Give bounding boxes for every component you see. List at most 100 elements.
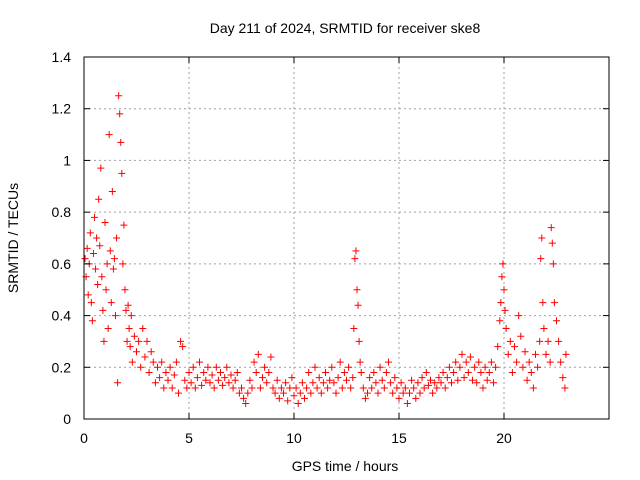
data-point: [473, 379, 481, 387]
y-tick-label: 1.4: [52, 49, 72, 65]
data-point: [317, 389, 325, 397]
data-point: [458, 350, 466, 358]
data-point: [418, 374, 426, 382]
data-point: [435, 374, 443, 382]
data-point: [101, 218, 109, 226]
x-axis-label: GPS time / hours: [292, 458, 399, 474]
data-point: [130, 332, 138, 340]
data-point: [354, 301, 362, 309]
data-point: [183, 384, 191, 392]
data-point: [370, 368, 378, 376]
x-tick-label: 5: [185, 430, 193, 446]
data-point: [229, 384, 237, 392]
data-point: [196, 358, 203, 366]
data-point: [553, 317, 560, 325]
data-point: [406, 389, 413, 397]
data-point: [204, 363, 212, 371]
x-tick-label: 10: [286, 430, 302, 446]
data-point: [219, 381, 227, 389]
data-point: [282, 379, 290, 387]
data-point: [501, 306, 509, 314]
data-point: [542, 350, 550, 358]
data-point: [158, 358, 166, 366]
data-point: [88, 317, 96, 325]
data-point: [87, 299, 95, 307]
data-point: [340, 368, 348, 376]
data-point: [238, 384, 245, 392]
data-point: [127, 312, 135, 320]
data-point: [233, 368, 241, 376]
data-point: [534, 363, 542, 371]
data-point: [115, 92, 123, 100]
data-point: [393, 384, 401, 392]
data-point: [252, 368, 260, 376]
y-tick-label: 0.4: [52, 308, 72, 324]
data-point: [546, 358, 554, 366]
y-axis-label: SRMTID / TECUs: [5, 183, 21, 293]
data-point: [286, 384, 294, 392]
data-point: [309, 379, 317, 387]
data-point: [223, 363, 231, 371]
data-point: [523, 376, 531, 384]
data-point: [133, 348, 140, 356]
data-point: [313, 384, 321, 392]
data-point: [290, 392, 298, 400]
data-point: [397, 379, 405, 387]
data-point: [166, 363, 174, 371]
data-point: [424, 381, 432, 389]
data-point: [191, 384, 199, 392]
data-point: [235, 389, 243, 397]
data-point: [225, 379, 233, 387]
data-point: [515, 312, 523, 320]
data-point: [128, 358, 136, 366]
data-point: [498, 273, 506, 281]
data-point: [92, 265, 100, 273]
data-point: [83, 244, 91, 252]
data-point: [350, 325, 358, 332]
data-point: [141, 353, 149, 361]
data-point: [561, 384, 569, 392]
data-point: [139, 325, 147, 332]
data-point: [227, 371, 235, 379]
data-point: [294, 399, 302, 407]
plot-frame: [83, 56, 610, 420]
data-point: [452, 358, 460, 366]
data-point: [147, 348, 155, 356]
data-point: [311, 363, 319, 371]
data-point: [481, 363, 489, 371]
data-point: [118, 169, 126, 177]
data-point: [547, 224, 555, 232]
data-point: [296, 389, 304, 397]
data-point: [151, 379, 159, 387]
data-point: [469, 376, 476, 384]
data-point: [107, 299, 115, 307]
data-point: [443, 374, 451, 382]
data-point: [420, 384, 428, 392]
data-point: [368, 384, 376, 392]
data-point: [301, 394, 308, 402]
data-point: [187, 379, 195, 387]
data-point: [353, 286, 361, 294]
data-point: [292, 384, 300, 392]
y-tick-label: 0.2: [52, 359, 72, 375]
data-point: [81, 255, 89, 263]
data-point: [487, 358, 495, 366]
data-point: [557, 358, 565, 366]
data-point: [508, 368, 516, 376]
data-point: [559, 374, 567, 382]
data-point: [332, 389, 340, 397]
data-point: [100, 337, 108, 345]
data-point: [408, 376, 416, 384]
data-point: [496, 317, 504, 325]
data-point: [448, 379, 455, 387]
data-point: [120, 221, 128, 229]
data-point: [550, 299, 558, 307]
data-points: [81, 92, 570, 407]
data-point: [519, 363, 527, 371]
data-point: [330, 379, 338, 387]
data-point: [254, 350, 262, 358]
data-point: [91, 213, 98, 221]
data-point: [246, 376, 254, 384]
data-point: [349, 374, 357, 382]
data-point: [84, 291, 92, 299]
